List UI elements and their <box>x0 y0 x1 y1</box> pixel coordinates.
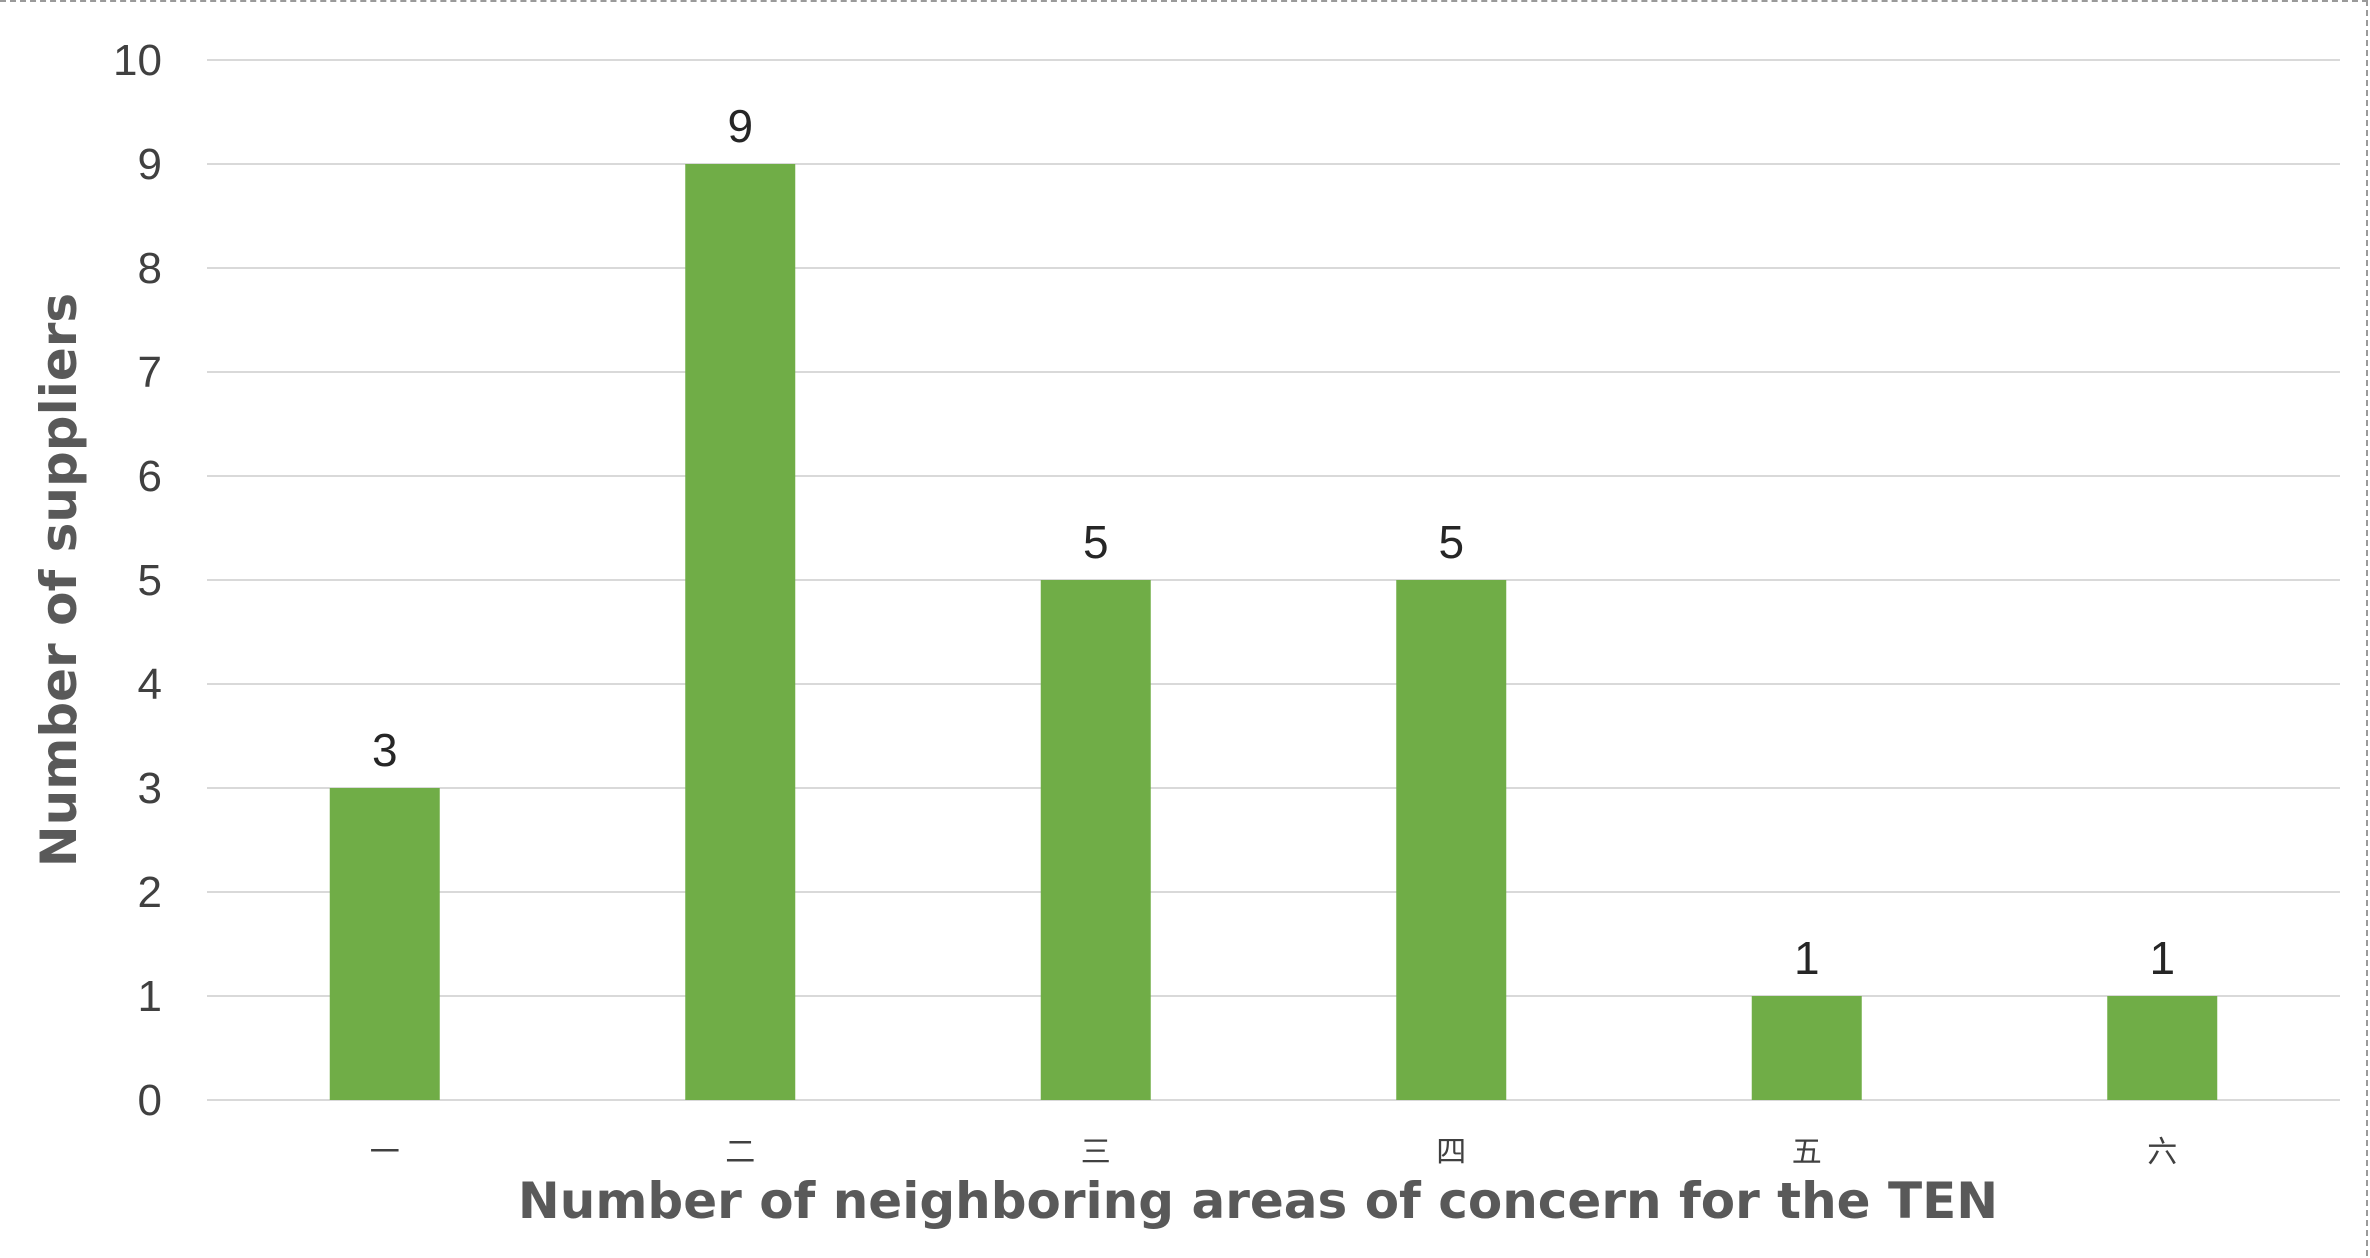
y-tick-label: 7 <box>138 348 162 397</box>
y-tick-label: 8 <box>138 244 162 293</box>
y-tick-label: 1 <box>138 972 162 1021</box>
y-tick-label: 6 <box>138 452 162 501</box>
data-label: 1 <box>2149 932 2175 984</box>
x-tick-label: 六 <box>2147 1135 2177 1170</box>
data-label: 9 <box>727 100 753 152</box>
y-axis-ticks: 0 1 2 3 4 5 6 7 8 9 10 <box>113 36 162 1125</box>
data-labels: 3 9 5 5 1 1 <box>372 100 2175 984</box>
x-tick-label: 一 <box>370 1135 400 1170</box>
bar <box>1751 996 1862 1100</box>
bar <box>329 788 440 1100</box>
y-tick-label: 9 <box>138 140 162 189</box>
bar <box>2107 996 2218 1100</box>
bar <box>1396 580 1507 1100</box>
y-tick-label: 4 <box>138 660 162 709</box>
x-tick-label: 二 <box>725 1135 755 1170</box>
data-label: 1 <box>1794 932 1820 984</box>
y-tick-label: 3 <box>138 764 162 813</box>
x-axis-ticks: 一二三四五六 <box>370 1135 2178 1170</box>
x-tick-label: 五 <box>1792 1135 1822 1170</box>
data-label: 3 <box>372 724 398 776</box>
x-tick-label: 四 <box>1436 1135 1466 1170</box>
y-tick-label: 5 <box>138 556 162 605</box>
gridlines <box>207 59 2340 1101</box>
x-axis-title: Number of neighboring areas of concern f… <box>518 1172 1998 1230</box>
x-tick-label: 三 <box>1081 1135 1111 1170</box>
y-tick-label: 2 <box>138 868 162 917</box>
bar <box>685 164 796 1100</box>
bar <box>1040 580 1151 1100</box>
data-label: 5 <box>1438 516 1464 568</box>
y-tick-label: 10 <box>113 36 162 85</box>
data-label: 5 <box>1083 516 1109 568</box>
y-tick-label: 0 <box>138 1076 162 1125</box>
y-axis-title: Number of suppliers <box>30 293 88 867</box>
bars <box>329 164 2218 1100</box>
